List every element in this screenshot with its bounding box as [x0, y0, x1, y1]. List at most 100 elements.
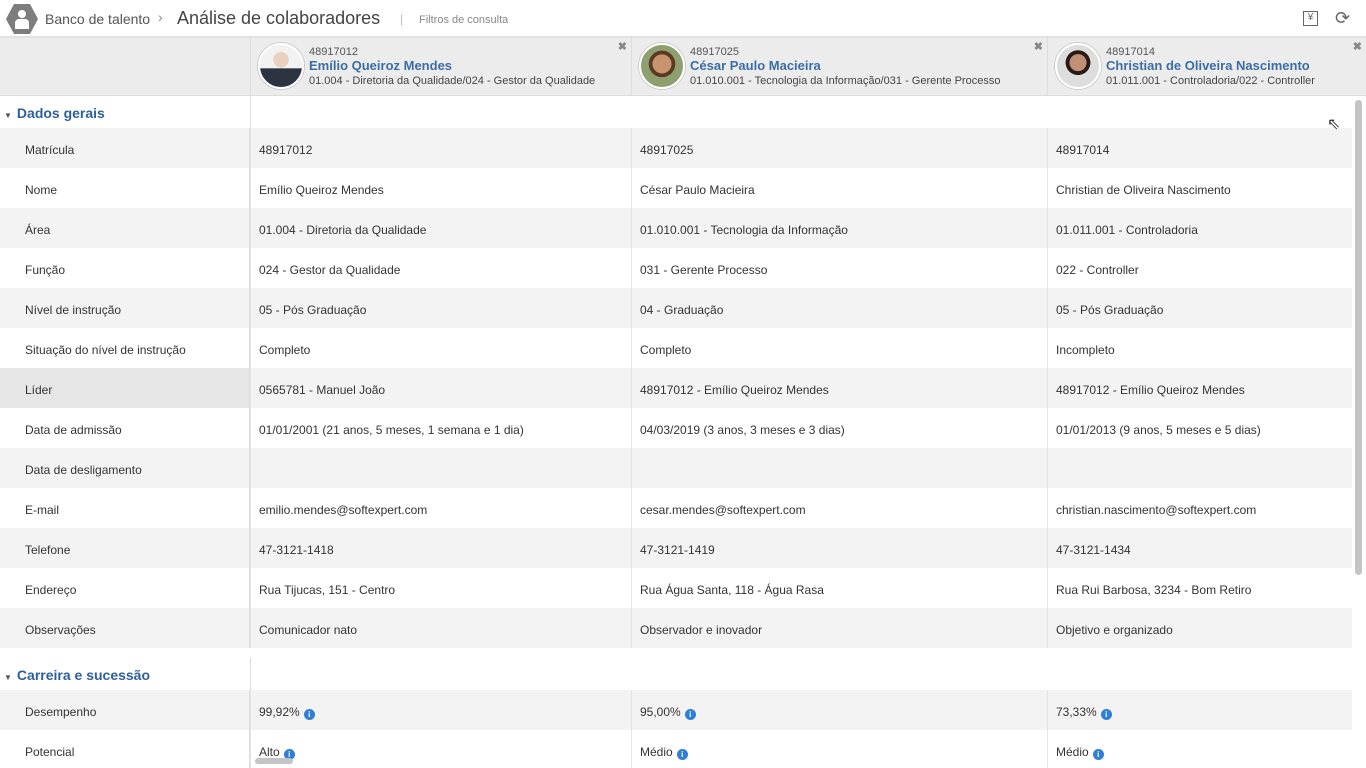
query-filters-link[interactable]: Filtros de consulta	[419, 14, 509, 26]
cell: 04 - Graduação	[631, 288, 1047, 328]
cell-value: 04 - Graduação	[640, 303, 724, 317]
cell: 73,33% i	[1047, 690, 1352, 730]
info-icon[interactable]: i	[684, 709, 696, 720]
cell-value: cesar.mendes@softexpert.com	[640, 503, 806, 517]
table-row: Observações Comunicador nato Observador e …	[0, 608, 1352, 648]
employee-name[interactable]: Emílio Queiroz Mendes	[309, 58, 453, 73]
row-label: Líder	[0, 368, 250, 408]
breadcrumb-talent-bank[interactable]: Banco de talento	[45, 11, 151, 27]
cell-value: 99,92%	[259, 705, 300, 719]
row-label: Data de admissão	[0, 408, 250, 448]
row-label: Função	[0, 248, 250, 288]
column-divider	[250, 96, 251, 128]
cell: cesar.mendes@softexpert.com	[631, 488, 1047, 528]
cell: 48917012	[250, 128, 631, 168]
cell: 47-3121-1418	[250, 528, 631, 568]
cell	[250, 448, 631, 488]
cell-value: 73,33%	[1056, 705, 1097, 719]
cell: Emílio Queiroz Mendes	[250, 168, 631, 208]
cell-value: 48917012 - Emílio Queiroz Mendes	[1056, 383, 1245, 397]
cell-value: emilio.mendes@softexpert.com	[259, 503, 428, 517]
cell: Completo	[631, 328, 1047, 368]
cell-value: 47-3121-1434	[1056, 543, 1131, 557]
cell-value: 48917025	[640, 143, 694, 157]
cell-value: 024 - Gestor da Qualidade	[259, 263, 401, 277]
cell	[631, 448, 1047, 488]
cell-value: Alto	[259, 745, 280, 759]
employee-id: 48917012	[309, 46, 358, 58]
collapse-caret-icon[interactable]: ▼	[4, 111, 12, 120]
table-row: Matrícula 48917012 48917025 48917014	[0, 128, 1352, 168]
cell: 47-3121-1434	[1047, 528, 1352, 568]
expand-all-icon[interactable]: ¥	[1303, 11, 1318, 26]
row-label: Situação do nível de instrução	[0, 328, 250, 368]
cell-value: 05 - Pós Graduação	[1056, 303, 1164, 317]
cell: 022 - Controller	[1047, 248, 1352, 288]
cell-value: Rua Rui Barbosa, 3234 - Bom Retiro	[1056, 583, 1252, 597]
employee-name[interactable]: Christian de Oliveira Nascimento	[1106, 58, 1310, 73]
cell: Objetivo e organizado	[1047, 608, 1352, 648]
collapse-caret-icon[interactable]: ▼	[4, 673, 12, 682]
cell-value: Médio	[640, 745, 673, 759]
avatar	[639, 43, 685, 89]
section-title-text: Carreira e sucessão	[16, 667, 151, 683]
row-label: Área	[0, 208, 250, 248]
horizontal-scrollbar[interactable]	[255, 758, 293, 764]
avatar	[1055, 43, 1101, 89]
refresh-icon[interactable]: ⟳	[1335, 8, 1351, 28]
cell: christian.nascimento@softexpert.com	[1047, 488, 1352, 528]
remove-employee-close-icon[interactable]: ✖	[1352, 41, 1362, 53]
row-label: Data de desligamento	[0, 448, 250, 488]
cell: Completo	[250, 328, 631, 368]
row-label: E-mail	[0, 488, 250, 528]
cell-value: 48917014	[1056, 143, 1110, 157]
cell: 01/01/2013 (9 anos, 5 meses e 5 dias)	[1047, 408, 1352, 448]
employee-area: 01.010.001 - Tecnologia da Informação/03…	[690, 75, 1001, 87]
table-row: Nível de instrução 05 - Pós Graduação 04 -…	[0, 288, 1352, 328]
cell: 01.004 - Diretoria da Qualidade	[250, 208, 631, 248]
cell: Rua Tijucas, 151 - Centro	[250, 568, 631, 608]
cell-value: 04/03/2019 (3 anos, 3 meses e 3 dias)	[640, 423, 845, 437]
table-row: Potencial Alto i Médio i Médio i	[0, 730, 1352, 768]
cell-value: 01/01/2013 (9 anos, 5 meses e 5 dias)	[1056, 423, 1261, 437]
table-row: Situação do nível de instrução Completo Co…	[0, 328, 1352, 368]
avatar	[258, 43, 304, 89]
table-row: Área 01.004 - Diretoria da Qualidade 01.01…	[0, 208, 1352, 248]
cell-value: 47-3121-1419	[640, 543, 715, 557]
cell-value: 01/01/2001 (21 anos, 5 meses, 1 semana e…	[259, 423, 524, 437]
info-icon[interactable]: i	[1100, 709, 1112, 720]
table-row: Telefone 47-3121-1418 47-3121-1419 47-3121-…	[0, 528, 1352, 568]
vertical-scrollbar[interactable]	[1355, 100, 1362, 575]
table-row: Endereço Rua Tijucas, 151 - Centro Rua Águ…	[0, 568, 1352, 608]
info-icon[interactable]: i	[676, 749, 688, 760]
info-icon[interactable]: i	[303, 709, 315, 720]
cell-value: 05 - Pós Graduação	[259, 303, 367, 317]
cell: 01.011.001 - Controladoria	[1047, 208, 1352, 248]
cell: 04/03/2019 (3 anos, 3 meses e 3 dias)	[631, 408, 1047, 448]
row-label: Matrícula	[0, 128, 250, 168]
section-header[interactable]: ▼ Carreira e sucessão	[0, 658, 1352, 690]
cell-value: 01.011.001 - Controladoria	[1056, 223, 1198, 237]
cell: 48917012 - Emílio Queiroz Mendes	[1047, 368, 1352, 408]
cell: 05 - Pós Graduação	[250, 288, 631, 328]
employee-id: 48917025	[690, 46, 739, 58]
employee-name[interactable]: César Paulo Macieira	[690, 58, 821, 73]
cell-value: Christian de Oliveira Nascimento	[1056, 183, 1231, 197]
cell-value: 0565781 - Manuel João	[259, 383, 386, 397]
cell-value: Observador e inovador	[640, 623, 763, 637]
remove-employee-close-icon[interactable]: ✖	[1033, 41, 1043, 53]
cell: 47-3121-1419	[631, 528, 1047, 568]
info-icon[interactable]: i	[1092, 749, 1104, 760]
divider: |	[400, 12, 404, 26]
employee-header: 48917025 César Paulo Macieira 01.010.001…	[631, 38, 1047, 95]
remove-employee-close-icon[interactable]: ✖	[617, 41, 627, 53]
section-header[interactable]: ▼ Dados gerais	[0, 96, 1352, 128]
info-icon[interactable]: i	[283, 749, 295, 760]
cell-value: Objetivo e organizado	[1056, 623, 1173, 637]
cell: 024 - Gestor da Qualidade	[250, 248, 631, 288]
cell: emilio.mendes@softexpert.com	[250, 488, 631, 528]
cell-value: 48917012	[259, 143, 313, 157]
cell: 05 - Pós Graduação	[1047, 288, 1352, 328]
row-label: Nível de instrução	[0, 288, 250, 328]
cell-value: 01.004 - Diretoria da Qualidade	[259, 223, 427, 237]
